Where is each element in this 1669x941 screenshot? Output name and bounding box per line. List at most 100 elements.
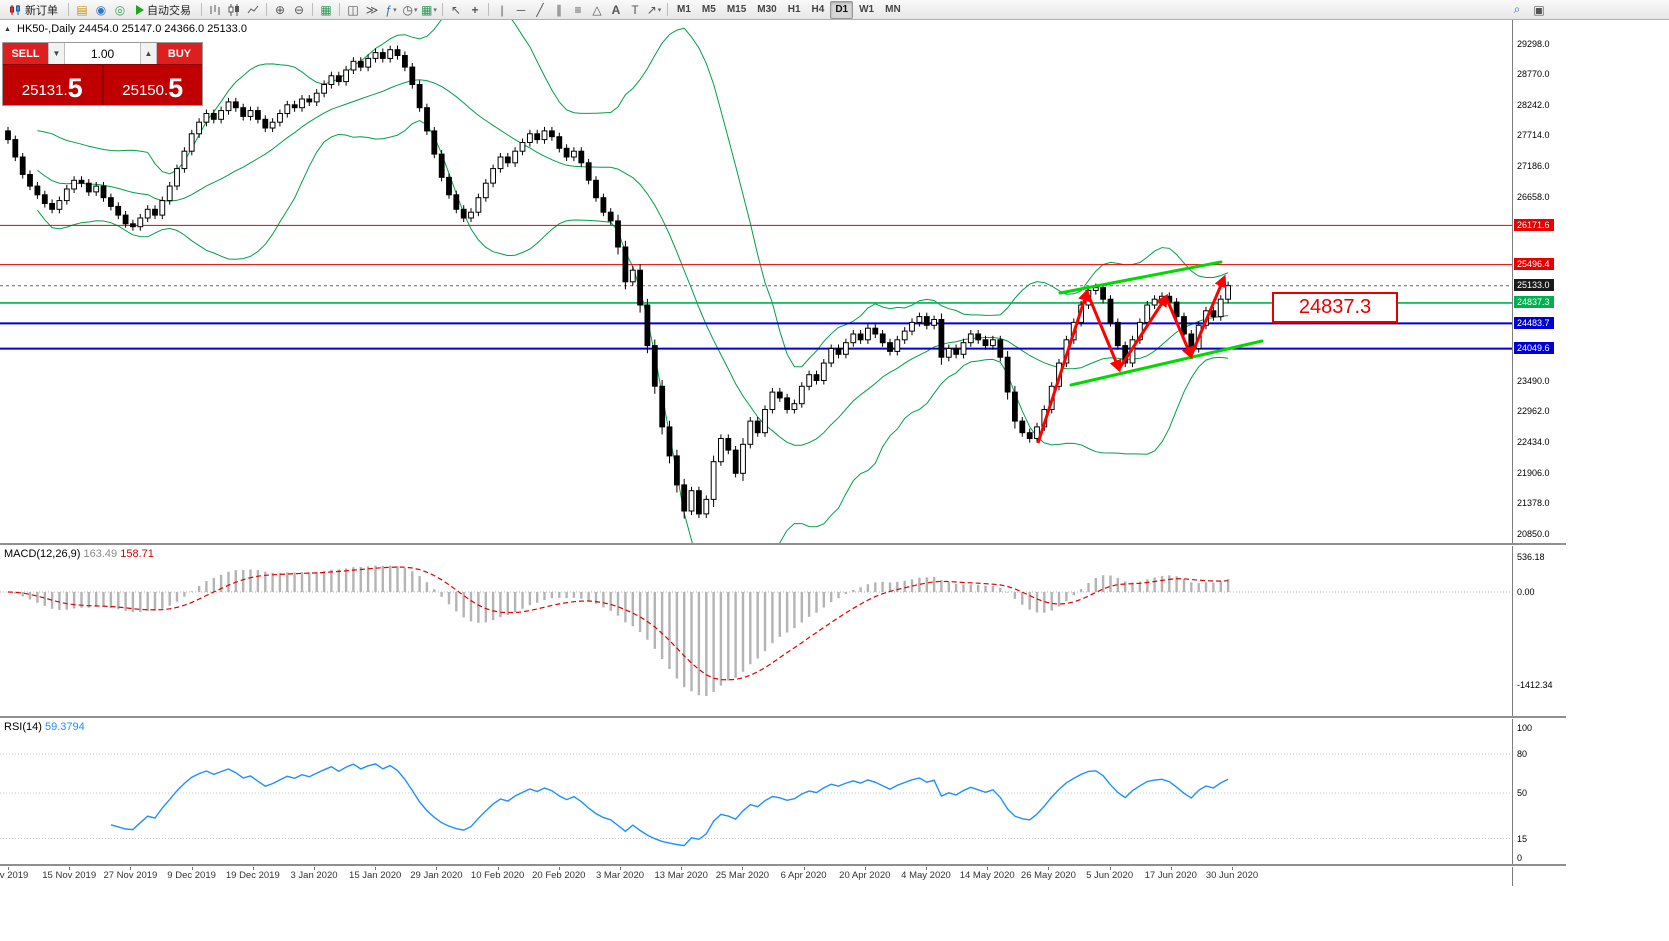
timeframe-MN[interactable]: MN xyxy=(885,4,901,15)
timeframe-W1[interactable]: W1 xyxy=(859,4,875,15)
search-icon[interactable]: ⌕ xyxy=(1513,2,1521,16)
candlestick-chart-type-icon[interactable] xyxy=(225,1,243,18)
zoom-out-icon[interactable]: ⊖ xyxy=(293,2,305,17)
price-level-label: 24837.3 xyxy=(1514,296,1554,309)
fibonacci-tool-icon[interactable]: ≡ xyxy=(574,2,582,17)
auto-trading-button[interactable]: 自动交易 xyxy=(130,1,197,18)
date-tick xyxy=(1232,866,1233,870)
horizontal-levels[interactable] xyxy=(0,224,1512,350)
date-tick xyxy=(926,866,927,870)
timeframe-H4[interactable]: H4 xyxy=(811,4,825,15)
crosshair-icon[interactable]: + xyxy=(471,2,479,17)
date-tick xyxy=(375,866,377,870)
arrows-tool-icon[interactable]: ↗ ▾ xyxy=(646,2,662,17)
date-tick xyxy=(252,866,254,870)
bar-chart-type-icon[interactable] xyxy=(206,1,224,18)
channel-tool-icon[interactable]: ∥ xyxy=(556,2,562,17)
new-order-button[interactable]: 新订单 xyxy=(3,1,64,18)
price-axis-label: 20850.0 xyxy=(1517,528,1550,539)
rsi-value: 59.3794 xyxy=(44,721,85,733)
buy-price[interactable]: 25150. 5 xyxy=(122,73,184,103)
panel-separator[interactable] xyxy=(0,543,1566,546)
date-axis-label: 26 May 2020 xyxy=(1020,870,1076,881)
volume-decrease-button[interactable]: ▼ xyxy=(48,43,65,64)
date-axis-label: 6 Apr 2020 xyxy=(780,870,827,881)
timeframe-H1[interactable]: H1 xyxy=(787,4,801,15)
timeframe-M15[interactable]: M15 xyxy=(726,4,747,15)
timeframe-M5[interactable]: M5 xyxy=(701,4,716,15)
volume-input[interactable]: 1.00 xyxy=(65,43,140,64)
buy-button[interactable]: BUY xyxy=(157,43,202,64)
date-tick xyxy=(1109,866,1111,870)
price-axis-label: 28242.0 xyxy=(1517,99,1550,110)
date-axis-label: 10 Feb 2020 xyxy=(470,870,525,881)
date-axis-label: 13 Mar 2020 xyxy=(654,870,708,881)
date-tick xyxy=(497,866,499,870)
date-tick xyxy=(69,866,71,870)
macd-panel[interactable] xyxy=(0,545,1512,718)
date-axis[interactable]: Nov 2019 15 Nov 2019 27 Nov 2019 9 Dec 2019… xyxy=(0,866,1512,886)
date-tick xyxy=(620,866,621,870)
new-order-label: 新订单 xyxy=(25,4,58,17)
timeframe-M1[interactable]: M1 xyxy=(677,4,691,15)
templates-icon[interactable]: ▦ ▾ xyxy=(421,2,437,17)
date-tick xyxy=(1048,866,1050,870)
date-tick xyxy=(191,866,193,870)
date-axis-label: 25 Mar 2020 xyxy=(715,870,770,881)
periods-icon[interactable]: ◷ ▾ xyxy=(402,2,418,17)
zigzag-arrows[interactable] xyxy=(1036,274,1227,444)
date-axis-label: 29 Jan 2020 xyxy=(410,870,463,881)
rsi-axis-label: 80 xyxy=(1517,749,1528,759)
rsi-line xyxy=(110,763,1229,847)
navigator-icon[interactable]: ◉ xyxy=(95,2,107,17)
shapes-tool-icon[interactable]: △ xyxy=(592,2,602,17)
horizontal-line-tool-icon[interactable]: ─ xyxy=(516,2,526,17)
vertical-line-tool-icon[interactable]: | xyxy=(500,2,504,17)
trendline-tool-icon[interactable]: ╱ xyxy=(536,2,544,17)
price-level-label: 25496.4 xyxy=(1514,258,1554,271)
chart-marker-icon: ▲ xyxy=(4,26,11,33)
terminal-icon[interactable]: ◎ xyxy=(114,2,126,17)
macd-axis-label: 0.00 xyxy=(1517,587,1535,597)
data-window-icon[interactable]: ▣ xyxy=(1533,2,1545,17)
volume-increase-button[interactable]: ▲ xyxy=(140,43,157,64)
price-divider xyxy=(101,65,104,105)
trend-channel-lines[interactable] xyxy=(1058,260,1264,387)
timeframe-M30[interactable]: M30 xyxy=(757,4,777,15)
date-tick xyxy=(558,866,560,870)
auto-trading-label: 自动交易 xyxy=(147,4,191,17)
price-axis-label: 22962.0 xyxy=(1517,406,1550,417)
price-annotation[interactable]: 24837.3 xyxy=(1272,292,1398,323)
price-axis-label: 26658.0 xyxy=(1517,191,1550,202)
sell-button[interactable]: SELL xyxy=(3,43,48,64)
auto-scroll-icon[interactable]: ≫ xyxy=(365,2,379,17)
tile-windows-icon[interactable]: ▦ xyxy=(320,2,332,17)
price-axis[interactable]: 29298.0 28770.0 28242.0 27714.0 27186.0 26658… xyxy=(1512,20,1669,886)
price-row: 25131. 5 25150. 5 xyxy=(3,64,202,105)
date-tick xyxy=(130,866,132,870)
line-chart-type-icon[interactable] xyxy=(244,1,262,18)
chart-ohlc-info: ▲ HK50-,Daily 24454.0 25147.0 24366.0 25… xyxy=(4,23,247,35)
rsi-panel[interactable] xyxy=(0,718,1512,864)
market-watch-icon[interactable]: ▤ xyxy=(76,2,88,17)
panel-separator[interactable] xyxy=(0,716,1566,719)
date-axis-label: 3 Mar 2020 xyxy=(595,870,645,881)
price-level-label: 24049.6 xyxy=(1514,342,1554,355)
label-tool-icon[interactable]: T xyxy=(631,2,639,17)
macd-axis-label: -1412.34 xyxy=(1517,679,1553,690)
date-axis-label: 15 Nov 2019 xyxy=(42,870,97,881)
new-order-icon xyxy=(10,4,20,15)
sell-price[interactable]: 25131. 5 xyxy=(21,73,83,103)
text-tool-icon[interactable]: A xyxy=(611,2,621,17)
cursor-icon[interactable]: ↖ xyxy=(450,2,462,17)
main-price-chart[interactable] xyxy=(0,20,1512,545)
zoom-in-icon[interactable]: ⊕ xyxy=(274,2,286,17)
timeframe-toolbar: M1 M5 M15 M30 H1 H4 D1 W1 MN xyxy=(672,0,906,19)
rsi-axis-label: 15 xyxy=(1517,833,1528,844)
chart-shift-icon[interactable]: ◫ xyxy=(347,2,359,17)
indicators-icon[interactable]: ƒ ▾ xyxy=(385,2,397,17)
macd-label: MACD(12,26,9) 163.49 158.71 xyxy=(4,548,154,560)
timeframe-D1[interactable]: D1 xyxy=(830,0,854,19)
date-tick xyxy=(987,866,989,870)
